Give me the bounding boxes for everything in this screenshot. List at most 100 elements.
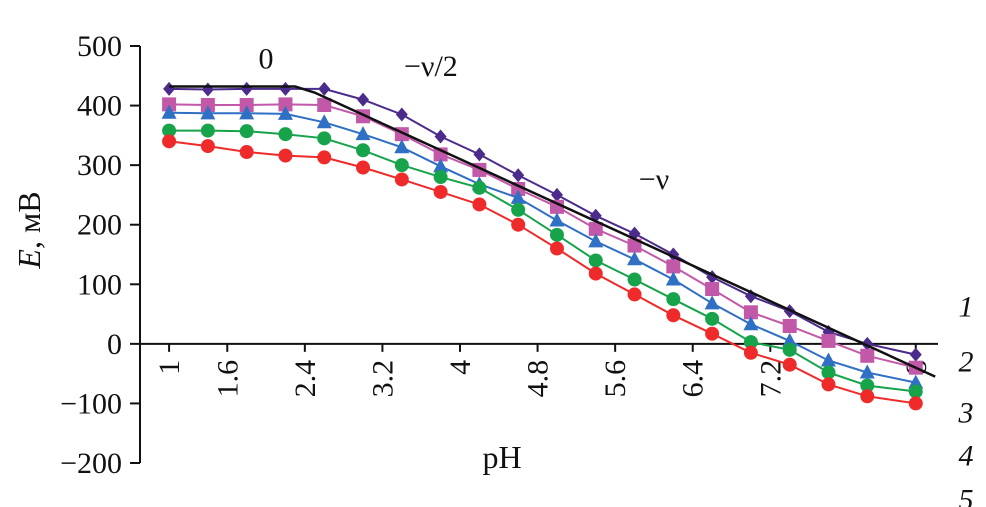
data-point	[782, 357, 797, 372]
x-axis-title: pH	[482, 439, 521, 475]
y-axis-title: E, мВ	[11, 191, 47, 269]
data-point	[705, 282, 720, 297]
data-point	[277, 105, 293, 120]
x-tick-label: 1	[153, 360, 186, 375]
data-point	[200, 105, 216, 120]
series-label: 5	[959, 483, 974, 507]
data-point	[433, 158, 449, 173]
data-point	[908, 384, 923, 399]
y-tick-label: 500	[77, 30, 122, 63]
data-point	[512, 168, 525, 183]
data-point	[278, 127, 293, 142]
data-point	[782, 332, 798, 347]
data-point	[511, 217, 526, 232]
data-point	[743, 335, 758, 350]
series-1	[163, 81, 922, 362]
y-tick-label: 400	[77, 90, 122, 123]
data-point	[908, 396, 923, 411]
data-point	[434, 129, 447, 144]
x-tick-label: 6.4	[677, 360, 710, 398]
data-point	[908, 374, 924, 389]
data-point	[549, 241, 564, 256]
data-point	[357, 92, 370, 107]
series-line-4	[169, 129, 916, 393]
data-point	[200, 97, 215, 112]
slope-annotation: 0	[259, 43, 274, 76]
data-point	[355, 126, 371, 141]
series-label: 1	[959, 291, 974, 324]
y-tick-label: 100	[77, 268, 122, 301]
series-line-3	[169, 111, 917, 384]
data-point	[433, 170, 448, 185]
data-point	[859, 364, 875, 379]
data-point	[162, 134, 177, 149]
data-point	[549, 227, 564, 242]
data-point	[278, 97, 293, 112]
data-point	[239, 97, 254, 112]
data-point	[627, 272, 642, 287]
series-2	[162, 97, 923, 375]
data-point	[511, 202, 526, 217]
data-point	[627, 238, 642, 253]
data-point	[821, 333, 836, 348]
series-label: 3	[958, 397, 974, 430]
series-5	[162, 134, 923, 411]
data-point	[860, 389, 875, 404]
data-point	[318, 81, 331, 96]
data-point	[239, 105, 255, 120]
data-point	[704, 295, 720, 310]
data-point	[820, 352, 836, 367]
data-point	[588, 221, 603, 236]
data-point	[860, 348, 875, 363]
data-point	[279, 81, 292, 96]
y-tick-label: 300	[77, 149, 122, 182]
data-point	[860, 378, 875, 393]
x-tick-label: 2.4	[289, 360, 322, 398]
data-point	[549, 199, 564, 214]
y-tick-label: 0	[107, 328, 122, 361]
series-4	[162, 123, 923, 399]
series-label: 2	[959, 346, 974, 379]
data-point	[666, 308, 681, 323]
data-point	[472, 197, 487, 212]
data-point	[550, 187, 563, 202]
data-point	[161, 104, 177, 119]
y-tick-label: 200	[77, 209, 122, 242]
x-tick-label: 4	[444, 360, 477, 375]
data-point	[278, 148, 293, 163]
series-line-1	[169, 87, 917, 356]
data-point	[909, 347, 922, 362]
data-point	[705, 311, 720, 326]
data-point	[317, 131, 332, 146]
tick-labels: 500 400 300 200 100 0 −100 −200 1 1.6 2.4 3.2 4 4.8 5.…	[60, 30, 933, 480]
data-point	[316, 114, 332, 129]
data-point	[200, 123, 215, 138]
data-point	[782, 318, 797, 333]
data-point	[821, 365, 836, 380]
x-tick-label: 5.6	[599, 360, 632, 398]
x-tick-label: 1.6	[211, 360, 244, 398]
data-point	[588, 266, 603, 281]
data-point	[473, 147, 486, 162]
data-point	[239, 145, 254, 160]
data-point	[240, 81, 253, 96]
data-point	[666, 292, 681, 307]
data-point	[743, 305, 758, 320]
data-point	[627, 251, 643, 266]
data-point	[472, 180, 487, 195]
data-point	[743, 316, 759, 331]
data-point	[395, 107, 408, 122]
data-point	[162, 97, 177, 112]
data-point	[821, 377, 836, 392]
data-point	[433, 184, 448, 199]
data-point	[394, 139, 410, 154]
data-point	[201, 82, 214, 97]
data-point	[317, 150, 332, 165]
y-tick-label: −200	[60, 447, 122, 480]
x-tick-label: 7.2	[754, 360, 787, 398]
y-tick-label: −100	[60, 387, 122, 420]
data-point	[162, 123, 177, 138]
data-point	[588, 253, 603, 268]
data-point	[588, 233, 604, 248]
